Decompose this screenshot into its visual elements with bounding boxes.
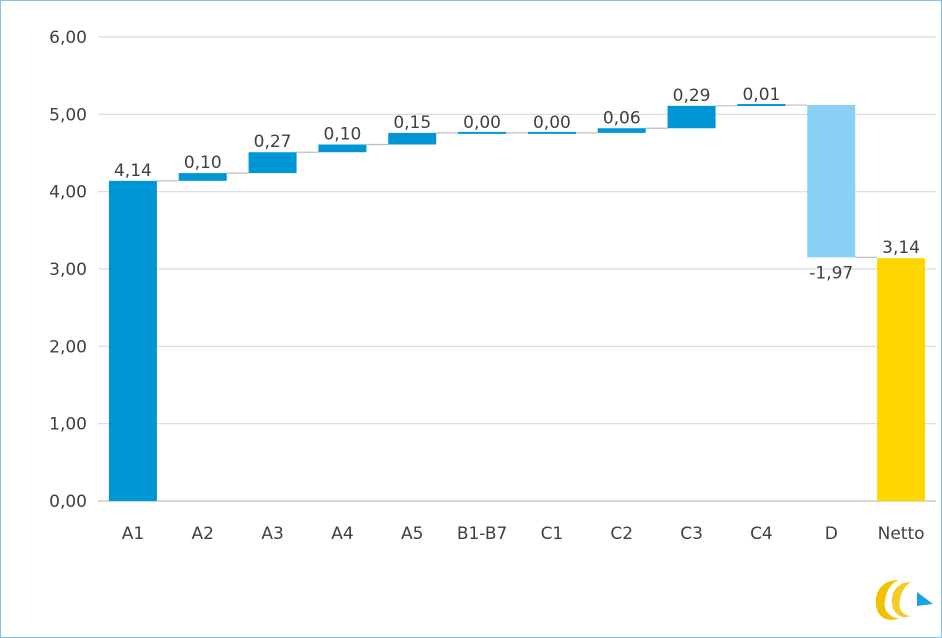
y-tick-label: 5,00 — [49, 105, 87, 125]
data-label: 4,14 — [114, 161, 152, 181]
bar-c3 — [667, 105, 716, 129]
x-tick-label: A5 — [401, 524, 423, 544]
data-label: 0,15 — [393, 113, 431, 133]
y-axis-tick-labels: 0,00 1,00 2,00 3,00 4,00 5,00 6,00 — [49, 28, 87, 512]
x-tick-label: D — [825, 524, 838, 544]
logo-arc-inner — [891, 582, 911, 618]
data-label: 0,01 — [742, 85, 780, 105]
x-tick-label: C3 — [680, 524, 703, 544]
data-label: 0,29 — [673, 86, 711, 106]
x-tick-label: C1 — [541, 524, 564, 544]
bar-netto — [877, 258, 926, 501]
bar-a2 — [178, 173, 227, 181]
x-tick-label: A4 — [331, 524, 353, 544]
company-logo-icon — [875, 580, 933, 620]
y-tick-label: 4,00 — [49, 183, 87, 203]
bar-a5 — [388, 132, 437, 145]
data-label: -1,97 — [809, 263, 853, 283]
data-label: 0,00 — [533, 113, 571, 133]
data-label: 0,06 — [603, 108, 641, 128]
data-labels: 4,14 0,10 0,27 0,10 0,15 0,00 0,00 0,06 0,29 0,01… — [114, 85, 920, 283]
y-tick-label: 0,00 — [49, 492, 87, 512]
y-tick-label: 6,00 — [49, 28, 87, 48]
data-label: 0,10 — [184, 153, 222, 173]
bar-a4 — [318, 144, 367, 153]
y-tick-label: 2,00 — [49, 337, 87, 357]
bar-c1 — [527, 131, 576, 134]
bar-c4 — [737, 104, 786, 107]
y-tick-label: 1,00 — [49, 415, 87, 435]
x-tick-label: C2 — [610, 524, 633, 544]
x-tick-label: C4 — [750, 524, 773, 544]
bar-d — [807, 105, 856, 258]
x-tick-label: A1 — [122, 524, 144, 544]
bar-c2 — [597, 128, 646, 133]
x-tick-label: Netto — [878, 524, 925, 544]
connectors — [156, 104, 878, 258]
data-label: 0,00 — [463, 113, 501, 133]
bars — [108, 104, 926, 501]
bar-a1 — [108, 180, 157, 501]
x-tick-label: A2 — [192, 524, 214, 544]
x-tick-label: A3 — [261, 524, 283, 544]
data-label: 3,14 — [882, 238, 920, 258]
logo-triangle — [917, 592, 933, 606]
x-tick-label: B1-B7 — [457, 524, 508, 544]
y-tick-label: 3,00 — [49, 260, 87, 280]
x-axis-tick-labels: A1 A2 A3 A4 A5 B1-B7 C1 C2 C3 C4 D Netto — [122, 524, 925, 544]
gridlines — [98, 36, 936, 502]
bar-a3 — [248, 152, 297, 174]
data-label: 0,27 — [254, 132, 292, 152]
data-label: 0,10 — [323, 124, 361, 144]
logo-arc-outer — [875, 580, 899, 620]
bar-b1-b7 — [458, 131, 507, 134]
